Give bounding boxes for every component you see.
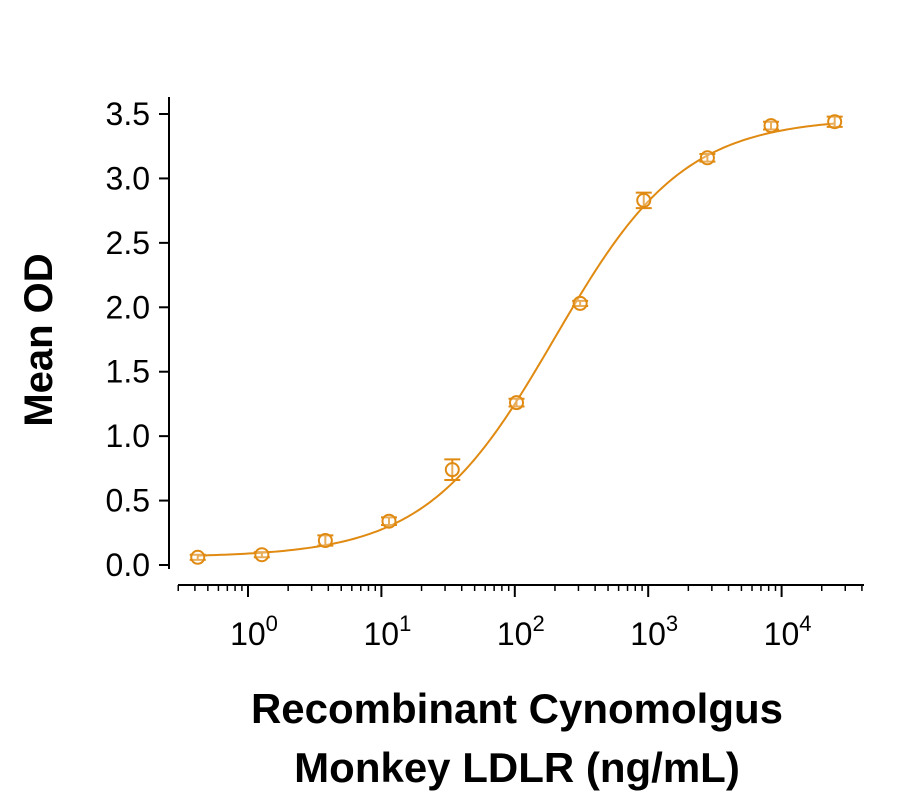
- x-tick-base: 10: [497, 616, 533, 652]
- y-tick-label: 3.5: [106, 96, 150, 132]
- x-tick-exponent: 2: [532, 611, 544, 636]
- data-point: [444, 462, 460, 478]
- y-tick-label: 2.0: [106, 289, 150, 325]
- data-point: [763, 118, 779, 134]
- x-tick-base: 10: [764, 616, 800, 652]
- y-tick-label: 1.0: [106, 418, 150, 454]
- y-tick-label: 1.5: [106, 354, 150, 390]
- x-tick-base: 10: [230, 616, 266, 652]
- x-axis-label-line-2: Monkey LDLR (ng/mL): [294, 744, 740, 791]
- x-tick-label: 100: [230, 611, 278, 652]
- data-point: [381, 513, 397, 529]
- data-point: [254, 547, 270, 563]
- x-axis-label-line-1: Recombinant Cynomolgus: [251, 685, 783, 732]
- fit-curve: [197, 122, 835, 557]
- x-tick-label: 104: [764, 611, 812, 652]
- x-tick-label: 101: [363, 611, 411, 652]
- y-tick-label: 3.0: [106, 160, 150, 196]
- y-tick-label: 2.5: [106, 225, 150, 261]
- data-point: [509, 395, 525, 411]
- y-axis-label: Mean OD: [17, 253, 61, 426]
- x-tick-exponent: 0: [266, 611, 278, 636]
- x-tick-base: 10: [630, 616, 666, 652]
- data-point: [636, 192, 652, 208]
- x-tick-label: 103: [630, 611, 678, 652]
- data-point: [317, 533, 333, 549]
- x-tick-exponent: 3: [666, 611, 678, 636]
- y-tick-label: 0.0: [106, 547, 150, 583]
- data-point: [190, 549, 206, 565]
- x-tick-exponent: 1: [399, 611, 411, 636]
- data-point: [827, 114, 843, 130]
- x-tick-base: 10: [363, 616, 399, 652]
- data-point: [699, 150, 715, 166]
- x-tick-label: 102: [497, 611, 545, 652]
- y-tick-label: 0.5: [106, 483, 150, 519]
- data-point: [572, 295, 588, 311]
- x-tick-exponent: 4: [799, 611, 811, 636]
